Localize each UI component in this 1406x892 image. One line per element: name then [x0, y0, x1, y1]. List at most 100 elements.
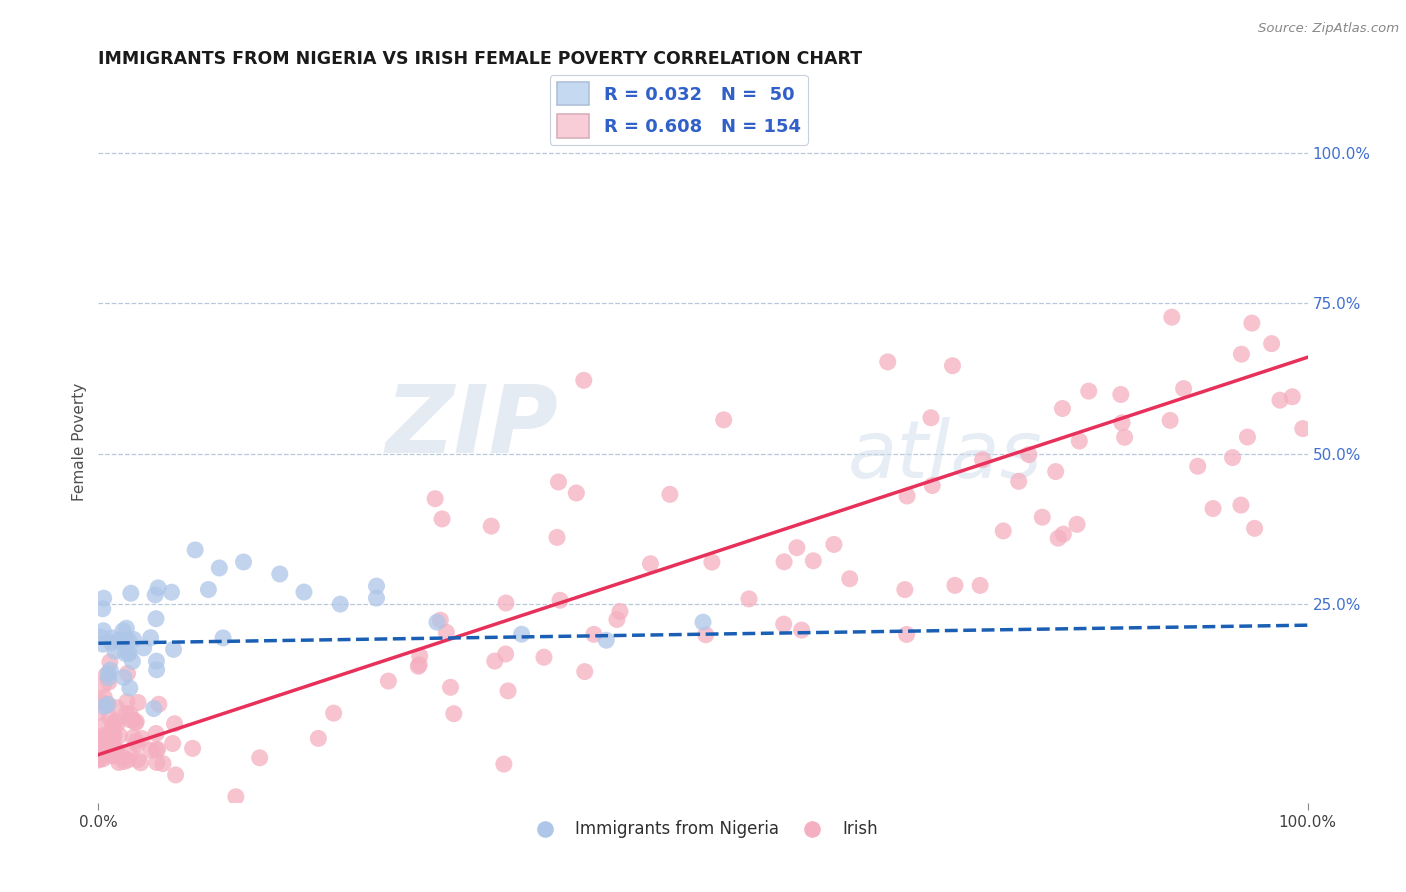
Point: [1111, 416, 1133, 430]
Point: [91, 719, 114, 733]
Point: [510, 627, 533, 641]
Point: [430, 512, 453, 526]
Point: [896, 489, 918, 503]
Point: [1077, 384, 1099, 398]
Point: [1230, 498, 1253, 512]
Point: [89, 731, 111, 746]
Point: [546, 530, 568, 544]
Point: [91, 601, 114, 615]
Point: [143, 588, 166, 602]
Point: [1230, 347, 1253, 361]
Point: [377, 674, 399, 689]
Text: ZIP: ZIP: [385, 381, 558, 473]
Point: [838, 572, 860, 586]
Point: [111, 750, 134, 764]
Point: [426, 615, 449, 630]
Point: [823, 537, 845, 551]
Point: [439, 681, 461, 695]
Point: [146, 581, 169, 595]
Point: [366, 591, 388, 606]
Point: [329, 597, 352, 611]
Point: [125, 734, 148, 748]
Point: [118, 633, 141, 648]
Point: [91, 729, 114, 743]
Point: [423, 491, 446, 506]
Point: [434, 625, 457, 640]
Point: [212, 631, 235, 645]
Point: [1187, 459, 1209, 474]
Point: [112, 755, 135, 769]
Point: [94, 746, 117, 760]
Point: [738, 591, 761, 606]
Point: [1240, 316, 1263, 330]
Point: [98, 710, 121, 724]
Point: [105, 700, 128, 714]
Point: [120, 747, 142, 761]
Point: [479, 519, 502, 533]
Point: [565, 486, 588, 500]
Point: [103, 748, 125, 763]
Point: [269, 567, 291, 582]
Y-axis label: Female Poverty: Female Poverty: [72, 383, 87, 500]
Point: [104, 644, 127, 658]
Point: [101, 717, 124, 731]
Point: [97, 675, 120, 690]
Point: [920, 410, 942, 425]
Point: [91, 624, 114, 638]
Point: [606, 613, 628, 627]
Point: [1260, 336, 1282, 351]
Point: [582, 627, 605, 641]
Point: [495, 596, 517, 610]
Point: [120, 707, 142, 722]
Point: [786, 541, 808, 555]
Point: [101, 726, 124, 740]
Text: IMMIGRANTS FROM NIGERIA VS IRISH FEMALE POVERTY CORRELATION CHART: IMMIGRANTS FROM NIGERIA VS IRISH FEMALE …: [98, 50, 862, 68]
Point: [547, 475, 569, 489]
Point: [700, 555, 723, 569]
Point: [96, 736, 118, 750]
Point: [117, 753, 139, 767]
Point: [93, 699, 115, 714]
Point: [181, 741, 204, 756]
Point: [104, 743, 127, 757]
Point: [98, 737, 121, 751]
Point: [100, 740, 122, 755]
Point: [1268, 393, 1291, 408]
Point: [117, 646, 139, 660]
Point: [972, 452, 994, 467]
Point: [97, 666, 120, 681]
Point: [97, 671, 120, 685]
Point: [366, 579, 388, 593]
Point: [103, 730, 125, 744]
Point: [142, 701, 165, 715]
Point: [103, 728, 125, 742]
Point: [1281, 390, 1303, 404]
Point: [1222, 450, 1244, 465]
Point: [408, 659, 430, 673]
Point: [89, 737, 111, 751]
Point: [98, 727, 121, 741]
Point: [1173, 382, 1195, 396]
Point: [139, 743, 162, 757]
Point: [1031, 510, 1053, 524]
Point: [94, 668, 117, 682]
Point: [127, 696, 149, 710]
Point: [121, 654, 143, 668]
Point: [790, 623, 813, 637]
Point: [112, 670, 135, 684]
Text: atlas: atlas: [848, 417, 1043, 495]
Point: [232, 555, 254, 569]
Point: [145, 726, 167, 740]
Point: [117, 666, 139, 681]
Point: [1008, 475, 1031, 489]
Point: [145, 663, 167, 677]
Point: [1109, 387, 1132, 401]
Point: [122, 713, 145, 727]
Point: [160, 585, 183, 599]
Point: [120, 586, 142, 600]
Point: [100, 636, 122, 650]
Point: [548, 593, 571, 607]
Point: [801, 554, 824, 568]
Point: [125, 714, 148, 729]
Point: [89, 694, 111, 708]
